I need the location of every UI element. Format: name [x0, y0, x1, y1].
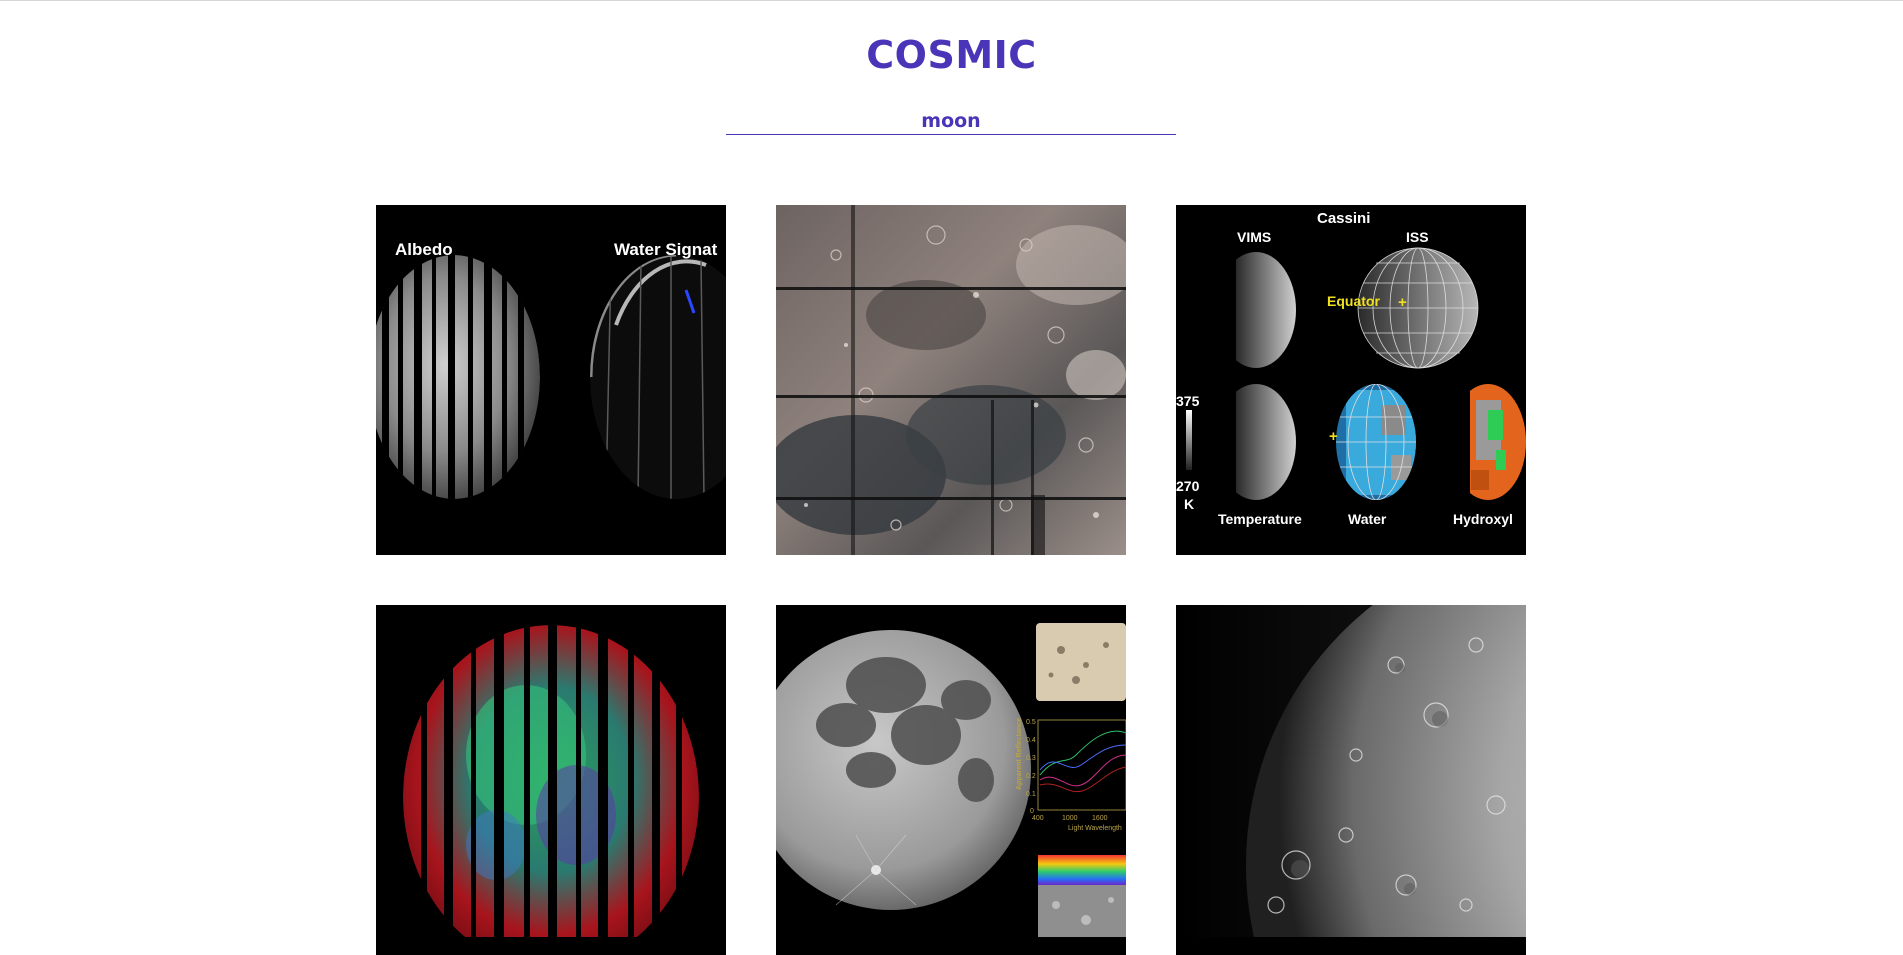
surface-mosaic-image: [776, 205, 1126, 555]
iss-label: ISS: [1406, 229, 1429, 245]
mineral-map-image: [376, 605, 726, 937]
result-tile-moon-reflectance[interactable]: Apparent Reflectance 0.5 0.4 0.3 0.2 0.1…: [776, 605, 1126, 955]
temperature-label: Temperature: [1218, 511, 1302, 527]
moon-reflectance-image: Apparent Reflectance 0.5 0.4 0.3 0.2 0.1…: [776, 605, 1126, 937]
ytick-0.5: 0.5: [1026, 719, 1036, 726]
ytick-0.4: 0.4: [1026, 737, 1036, 744]
hydroxyl-label: Hydroxyl: [1453, 511, 1513, 527]
result-tile-surface-mosaic[interactable]: [776, 205, 1126, 555]
cassini-comparison-image: Cassini VIMS ISS Equator + 375 270 K: [1176, 205, 1526, 555]
result-tile-albedo-water[interactable]: Albedo Water Signat: [376, 205, 726, 555]
reflectance-chart: Apparent Reflectance 0.5 0.4 0.3 0.2 0.1…: [1016, 718, 1126, 832]
water-label: Water: [1348, 511, 1387, 527]
cassini-label: Cassini: [1317, 210, 1370, 227]
ytick-0.1: 0.1: [1026, 791, 1036, 798]
xtick-1600: 1600: [1092, 815, 1108, 822]
water-equator-marker: +: [1329, 428, 1338, 445]
result-tile-mineral-map[interactable]: [376, 605, 726, 955]
scale-high-label: 375: [1176, 393, 1200, 409]
ytick-0.3: 0.3: [1026, 755, 1036, 762]
xtick-400: 400: [1032, 815, 1044, 822]
ytick-0: 0: [1030, 808, 1034, 815]
moon-limb-image: [1176, 605, 1526, 937]
vims-label: VIMS: [1237, 229, 1271, 245]
reflectance-xlabel: Light Wavelength: [1068, 825, 1122, 832]
top-border: [0, 0, 1903, 1]
equator-marker: +: [1398, 294, 1407, 311]
result-tile-cassini[interactable]: Cassini VIMS ISS Equator + 375 270 K: [1176, 205, 1526, 555]
app-title: COSMIC: [866, 33, 1037, 77]
search-field[interactable]: [726, 108, 1176, 135]
temperature-scale-bar: [1186, 410, 1192, 470]
reflectance-ylabel: Apparent Reflectance: [1016, 718, 1023, 790]
albedo-label: Albedo: [395, 240, 453, 259]
ytick-0.2: 0.2: [1026, 773, 1036, 780]
xtick-1000: 1000: [1062, 815, 1078, 822]
result-tile-moon-limb[interactable]: [1176, 605, 1526, 955]
equator-label: Equator: [1327, 293, 1380, 309]
rock-sample-photo: [1036, 623, 1126, 701]
scale-unit-label: K: [1184, 496, 1194, 512]
water-signature-label: Water Signat: [614, 240, 718, 259]
scale-low-label: 270: [1176, 478, 1200, 494]
albedo-water-image: Albedo Water Signat: [376, 205, 726, 555]
search-input[interactable]: [726, 108, 1176, 134]
